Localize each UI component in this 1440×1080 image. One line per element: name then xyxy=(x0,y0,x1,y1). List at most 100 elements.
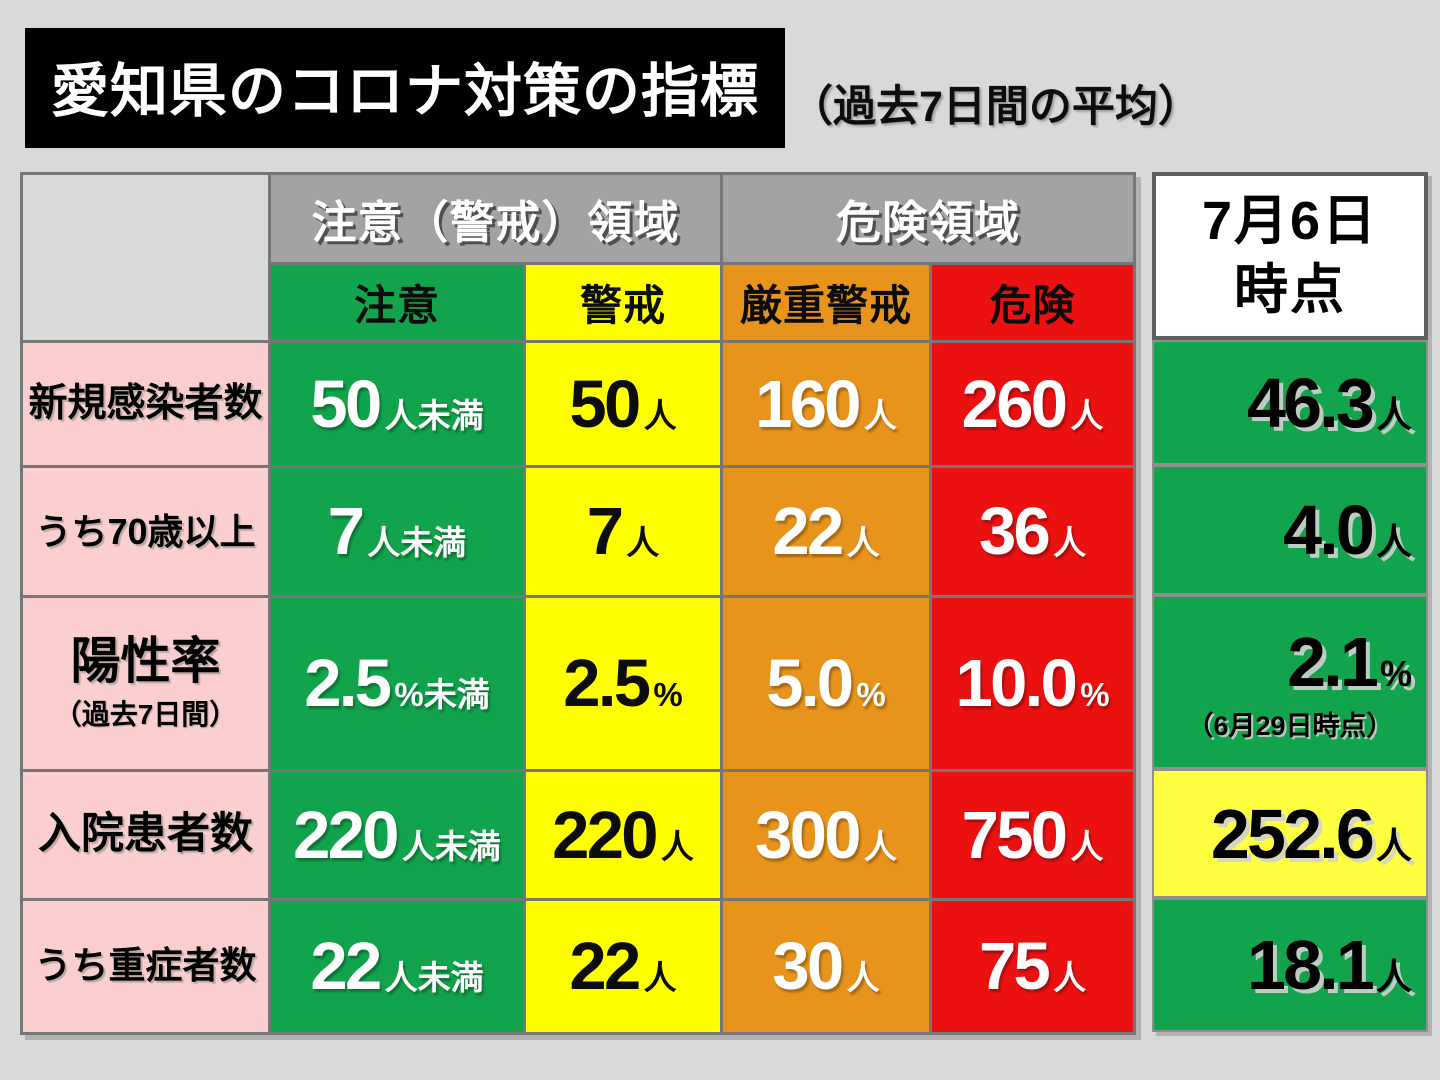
current-value: 18.1 xyxy=(1246,926,1375,1004)
threshold-unit: 人未満 xyxy=(384,959,484,996)
row-label-text: 入院患者数 xyxy=(38,810,253,859)
current-value-positivity-rate: 2.1% （6月29日時点） xyxy=(1152,595,1428,769)
table-row-hospitalized: 入院患者数 220 人未満 220 人 300 人 750 人 xyxy=(20,769,1137,901)
threshold-value: 220 xyxy=(293,797,399,873)
threshold-strict-alert: 22 人 xyxy=(720,465,933,598)
threshold-value: 220 xyxy=(552,797,658,873)
threshold-value: 160 xyxy=(755,366,861,442)
threshold-value: 50 xyxy=(569,366,641,442)
group-header-caution-zone: 注意（警戒）領域 xyxy=(267,172,724,265)
row-label: 新規感染者数 xyxy=(20,340,271,468)
threshold-value: 260 xyxy=(961,366,1068,442)
table-row-positivity-rate: 陽性率 （過去7日間） 2.5 %未満 2.5% 5.0% 10.0% xyxy=(20,595,1137,772)
threshold-unit: 人未満 xyxy=(384,396,484,434)
current-unit: 人 xyxy=(1375,824,1412,866)
threshold-unit: 人 xyxy=(660,827,694,865)
row-label-note: （過去7日間） xyxy=(53,699,238,730)
threshold-value: 2.5 xyxy=(563,646,651,721)
current-value-severe: 18.1 人 xyxy=(1152,898,1428,1032)
threshold-value: 10.0 xyxy=(955,646,1078,721)
level-header-caution: 注意 xyxy=(268,262,526,343)
threshold-value: 7 xyxy=(586,494,624,569)
current-unit: 人 xyxy=(1375,521,1412,562)
threshold-value: 30 xyxy=(772,929,844,1004)
current-value: 46.3 xyxy=(1246,363,1375,442)
row-label-text: 新規感染者数 xyxy=(28,381,263,425)
row-label-text: うち70歳以上 xyxy=(35,510,256,552)
threshold-unit: 人 xyxy=(846,959,880,996)
threshold-value: 5.0 xyxy=(766,646,854,721)
threshold-alert: 22 人 xyxy=(522,898,724,1035)
threshold-strict-alert: 160 人 xyxy=(720,340,933,468)
threshold-caution: 2.5 %未満 xyxy=(268,595,526,772)
group-header-danger-zone: 危険領域 xyxy=(720,172,1137,265)
current-note: （6月29日時点） xyxy=(1186,710,1394,741)
threshold-unit: % xyxy=(856,676,886,713)
threshold-value: 75 xyxy=(978,929,1051,1004)
level-header-danger: 危険 xyxy=(929,262,1137,343)
threshold-danger: 36 人 xyxy=(929,465,1137,598)
threshold-value: 50 xyxy=(310,366,382,442)
table-row-new-cases: 新規感染者数 50 人未満 50 人 160 人 260 人 xyxy=(20,340,1137,468)
threshold-value: 36 xyxy=(978,494,1051,569)
row-label: 陽性率 （過去7日間） xyxy=(20,595,271,772)
threshold-unit: 人 xyxy=(1070,396,1104,434)
table-row-severe: うち重症者数 22 人未満 22 人 30 人 75 人 xyxy=(20,898,1137,1035)
page-subtitle: （過去7日間の平均） xyxy=(790,83,1201,131)
threshold-unit: 人 xyxy=(1070,827,1104,865)
row-label: うち重症者数 xyxy=(20,898,271,1035)
threshold-value: 22 xyxy=(772,494,844,569)
threshold-danger: 10.0% xyxy=(929,595,1137,772)
current-unit: % xyxy=(1379,652,1412,694)
threshold-unit: % xyxy=(1080,676,1110,713)
current-value: 252.6 xyxy=(1210,794,1375,873)
threshold-danger: 750 人 xyxy=(929,769,1137,901)
current-date-header: 7月6日 時点 xyxy=(1152,172,1428,340)
level-header-row: 注意 警戒 厳重警戒 危険 xyxy=(22,262,1137,343)
threshold-caution: 22 人未満 xyxy=(268,898,526,1035)
threshold-value: 22 xyxy=(310,929,382,1004)
level-header-strict-alert: 厳重警戒 xyxy=(720,262,933,343)
threshold-unit: 人 xyxy=(643,959,677,996)
threshold-danger: 75 人 xyxy=(929,898,1137,1035)
threshold-unit: 人未満 xyxy=(401,827,501,865)
row-label-text: 陽性率 xyxy=(70,633,221,689)
level-header-alert: 警戒 xyxy=(522,262,724,343)
threshold-caution: 220 人未満 xyxy=(268,769,526,901)
row-label: 入院患者数 xyxy=(20,769,271,901)
threshold-value: 750 xyxy=(961,797,1068,873)
current-value-new-cases: 46.3 人 xyxy=(1152,340,1428,465)
threshold-alert: 50 人 xyxy=(522,340,724,468)
threshold-value: 7 xyxy=(327,494,365,569)
threshold-caution: 7 人未満 xyxy=(268,465,526,598)
threshold-unit: 人 xyxy=(863,827,897,865)
current-unit: 人 xyxy=(1375,393,1412,435)
threshold-unit: 人 xyxy=(626,524,660,561)
threshold-strict-alert: 5.0% xyxy=(720,595,933,772)
threshold-strict-alert: 300 人 xyxy=(720,769,933,901)
threshold-alert: 2.5% xyxy=(522,595,724,772)
current-value: 2.1 xyxy=(1287,622,1379,701)
threshold-unit: 人 xyxy=(1053,524,1087,561)
row-label: うち70歳以上 xyxy=(20,465,271,598)
threshold-danger: 260 人 xyxy=(929,340,1137,468)
current-value-over70: 4.0 人 xyxy=(1152,465,1428,595)
threshold-unit: %未満 xyxy=(394,676,490,713)
page-title: 愛知県のコロナ対策の指標 xyxy=(25,28,786,148)
threshold-caution: 50 人未満 xyxy=(268,340,526,468)
threshold-unit: 人 xyxy=(863,396,897,434)
threshold-strict-alert: 30 人 xyxy=(720,898,933,1035)
threshold-unit: % xyxy=(653,676,683,713)
row-label-text: うち重症者数 xyxy=(34,945,257,987)
threshold-value: 300 xyxy=(755,797,861,873)
current-date-line2: 時点 xyxy=(1234,260,1346,320)
threshold-value: 2.5 xyxy=(304,646,392,721)
current-value: 4.0 xyxy=(1283,491,1375,569)
threshold-unit: 人 xyxy=(846,524,880,561)
current-unit: 人 xyxy=(1375,956,1412,997)
current-date-line1: 7月6日 xyxy=(1201,190,1379,251)
indicator-table: 注意（警戒）領域 危険領域 注意 警戒 厳重警戒 危険 新規感染者数 50 人未満… xyxy=(20,172,1137,1035)
